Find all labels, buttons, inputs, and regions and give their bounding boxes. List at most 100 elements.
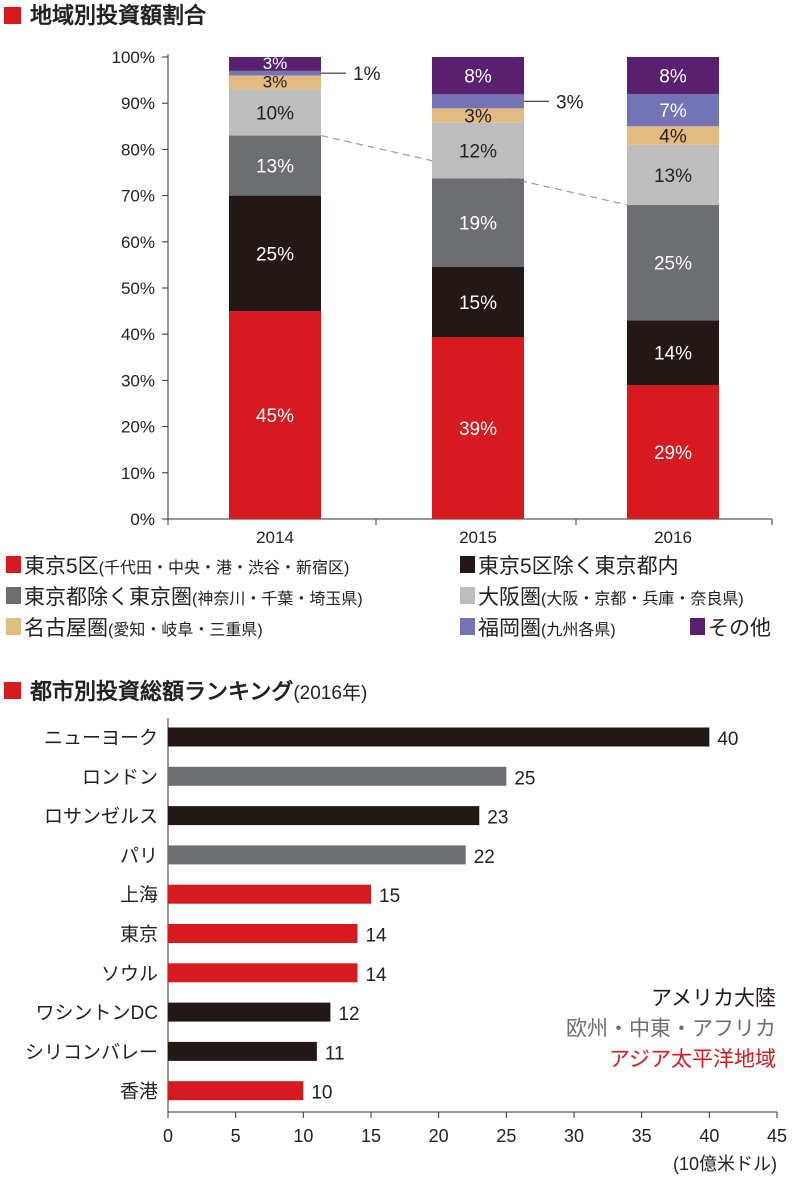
legend-label: その他 bbox=[708, 617, 771, 640]
data-label: 19% bbox=[459, 214, 497, 235]
category-label: パリ bbox=[120, 846, 158, 867]
bar-segment bbox=[432, 122, 524, 179]
x-tick-label: 20 bbox=[429, 1126, 449, 1146]
ranking-bar bbox=[168, 727, 710, 747]
x-tick-label: 35 bbox=[632, 1126, 652, 1146]
value-label: 14 bbox=[365, 926, 387, 947]
x-tick-label: 2015 bbox=[459, 528, 497, 547]
ranking-bar bbox=[168, 1081, 304, 1101]
chart2-title-suffix: (2016年) bbox=[293, 682, 367, 704]
bar-segment bbox=[627, 144, 719, 205]
y-tick-label: 80% bbox=[121, 140, 155, 159]
data-label: 29% bbox=[654, 443, 692, 464]
legend-label: 大阪圏(大阪・京都・兵庫・奈良県) bbox=[478, 586, 744, 609]
x-tick-label: 0 bbox=[163, 1126, 173, 1146]
data-label: 15% bbox=[459, 293, 497, 314]
value-label: 15 bbox=[379, 886, 400, 907]
bar-segment bbox=[229, 195, 321, 312]
y-tick-label: 60% bbox=[121, 233, 155, 252]
legend-swatch bbox=[690, 618, 705, 635]
bar-segment bbox=[627, 93, 719, 127]
x-tick-label: 30 bbox=[564, 1126, 584, 1146]
category-label: 香港 bbox=[120, 1081, 158, 1103]
value-label: 23 bbox=[487, 808, 508, 829]
bar-segment bbox=[627, 320, 719, 386]
bar-segment bbox=[229, 70, 321, 76]
data-label: 8% bbox=[659, 66, 687, 87]
bar-segment bbox=[627, 204, 719, 321]
legend-sub: (愛知・岐阜・三重県) bbox=[108, 621, 263, 639]
category-label: ワシントンDC bbox=[36, 1003, 158, 1024]
y-tick-label: 0% bbox=[130, 510, 155, 529]
bar-segment bbox=[229, 311, 321, 519]
legend-swatch bbox=[6, 618, 21, 635]
ranking-bar bbox=[168, 766, 507, 786]
ranking-bar bbox=[168, 806, 480, 826]
bar-segment bbox=[627, 57, 719, 94]
data-label: 3% bbox=[263, 72, 288, 91]
data-label: 3% bbox=[263, 54, 288, 73]
bar-segment bbox=[432, 178, 524, 267]
value-label: 11 bbox=[325, 1043, 345, 1064]
data-label: 4% bbox=[659, 127, 687, 148]
data-label: 13% bbox=[256, 157, 294, 178]
category-label: ロサンゼルス bbox=[44, 806, 158, 828]
category-label: 東京 bbox=[120, 924, 158, 946]
legend-swatch bbox=[460, 587, 475, 604]
y-tick-label: 90% bbox=[121, 94, 155, 113]
data-label: 14% bbox=[654, 344, 692, 365]
legend-swatch bbox=[6, 556, 21, 573]
bar-segment bbox=[432, 57, 524, 95]
y-tick-label: 50% bbox=[121, 279, 155, 298]
legend-name: 大阪圏 bbox=[478, 586, 541, 609]
y-tick-label: 70% bbox=[121, 187, 155, 206]
data-label: 12% bbox=[459, 141, 497, 162]
category-label: 上海 bbox=[120, 884, 158, 906]
title-marker-icon bbox=[4, 7, 21, 24]
category-label: シリコンバレー bbox=[25, 1042, 158, 1063]
data-label: 25% bbox=[654, 254, 692, 275]
legend-label: 東京5区除く東京都内 bbox=[478, 555, 679, 578]
legend-swatch bbox=[6, 587, 21, 604]
chart2-title: 都市別投資総額ランキング(2016年) bbox=[29, 679, 367, 704]
bar-segment bbox=[627, 385, 719, 519]
legend-name: 名古屋圏 bbox=[24, 617, 108, 640]
ranking-bar bbox=[168, 1041, 317, 1061]
ranking-bar bbox=[168, 1002, 331, 1022]
data-label: 13% bbox=[654, 166, 692, 187]
legend-name: 福岡圏 bbox=[478, 617, 541, 640]
legend-label: 東京5区(千代田・中央・港・渋谷・新宿区) bbox=[24, 555, 349, 578]
ranking-bar bbox=[168, 884, 371, 904]
x-tick-label: 5 bbox=[231, 1126, 241, 1146]
data-label: 8% bbox=[464, 67, 492, 88]
legend-swatch bbox=[460, 556, 475, 573]
legend-label: 東京都除く東京圏(神奈川・千葉・埼玉県) bbox=[24, 586, 363, 609]
value-label: 25 bbox=[514, 768, 535, 789]
bar-segment bbox=[432, 108, 524, 123]
x-tick-label: 2014 bbox=[256, 528, 294, 547]
bar-segment bbox=[627, 126, 719, 145]
y-tick-label: 10% bbox=[121, 464, 155, 483]
bar-segment bbox=[229, 57, 321, 71]
legend-swatch bbox=[460, 618, 475, 635]
legend-sub: (千代田・中央・港・渋谷・新宿区) bbox=[99, 559, 350, 577]
data-label: 45% bbox=[256, 406, 294, 427]
region-legend-label: アメリカ大陸 bbox=[651, 987, 776, 1010]
data-label: 3% bbox=[556, 92, 584, 113]
legend-name: 東京5区除く東京都内 bbox=[478, 555, 679, 578]
ranking-bar bbox=[168, 845, 466, 865]
legend-name: その他 bbox=[708, 617, 771, 640]
chart2-title-main: 都市別投資総額ランキング bbox=[29, 679, 293, 704]
category-label: ソウル bbox=[101, 964, 158, 985]
value-label: 10 bbox=[311, 1083, 332, 1104]
y-tick-label: 20% bbox=[121, 418, 155, 437]
x-tick-label: 40 bbox=[699, 1126, 719, 1146]
data-label: 39% bbox=[459, 419, 497, 440]
region-legend-label: アジア太平洋地域 bbox=[609, 1048, 776, 1071]
value-label: 40 bbox=[717, 729, 738, 750]
x-tick-label: 45 bbox=[767, 1126, 787, 1146]
ranking-bar bbox=[168, 924, 358, 943]
chart1-title: 地域別投資額割合 bbox=[30, 3, 207, 28]
bar-segment bbox=[432, 267, 524, 337]
